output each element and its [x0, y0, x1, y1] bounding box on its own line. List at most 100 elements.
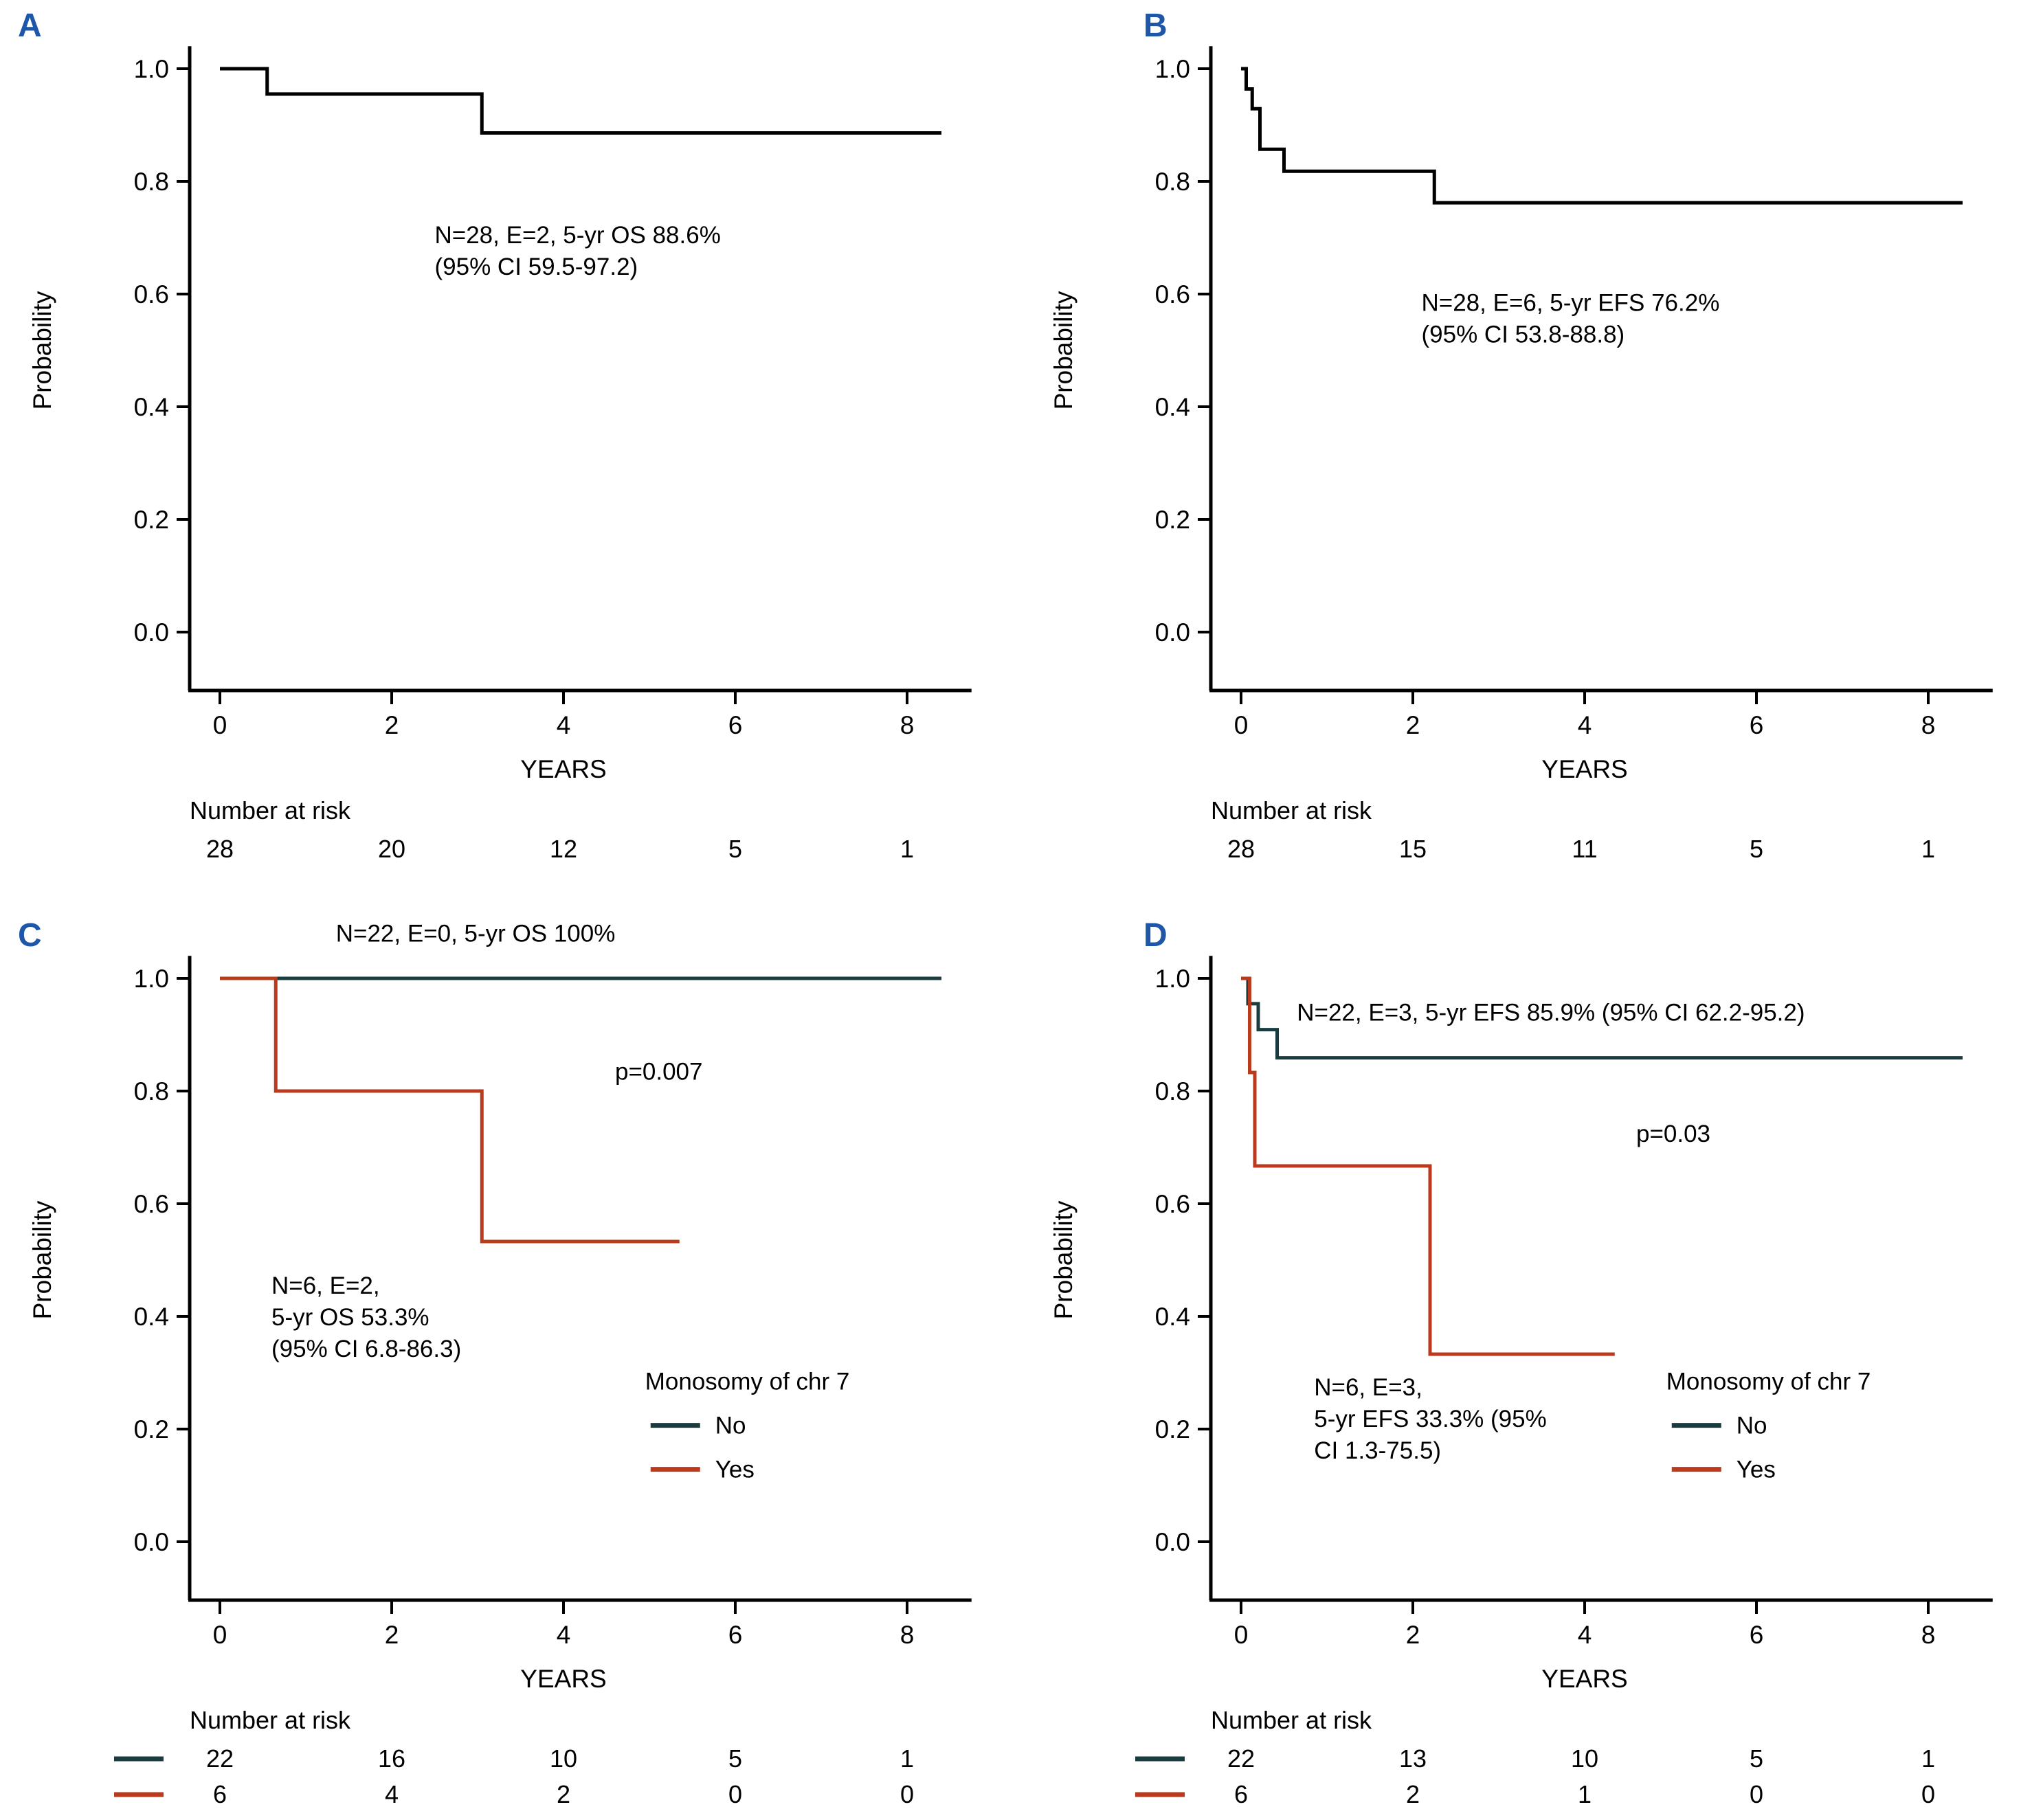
y-tick-label: 0.2 [1155, 1415, 1190, 1443]
annotation: 5-yr EFS 33.3% (95% [1314, 1406, 1546, 1433]
x-tick-label: 0 [213, 711, 227, 739]
annotation: N=6, E=3, [1314, 1374, 1422, 1401]
risk-value: 5 [1750, 1744, 1763, 1773]
x-axis-title: YEARS [520, 1665, 606, 1693]
x-tick-label: 4 [1578, 1621, 1592, 1649]
y-tick-label: 0.6 [1155, 1190, 1190, 1218]
legend-title: Monosomy of chr 7 [645, 1369, 850, 1395]
panel-d-label: D [1143, 917, 1168, 954]
legend-label-no: No [1737, 1413, 1767, 1439]
annotation: p=0.007 [615, 1059, 703, 1086]
annotation: (95% CI 53.8-88.8) [1422, 322, 1625, 348]
risk-value: 0 [728, 1780, 742, 1808]
y-tick-label: 0.2 [134, 506, 169, 534]
y-tick-label: 0.6 [134, 1190, 169, 1218]
y-tick-label: 1.0 [1155, 965, 1190, 993]
y-tick-label: 0.8 [1155, 1077, 1190, 1105]
x-tick-label: 4 [1578, 711, 1592, 739]
y-tick-label: 0.0 [1155, 618, 1190, 647]
risk-value: 6 [213, 1780, 227, 1808]
panel-a-label: A [18, 8, 42, 44]
risk-value: 1 [1921, 835, 1935, 863]
annotation: (95% CI 59.5-97.2) [435, 254, 638, 280]
y-tick-label: 0.4 [1155, 1303, 1190, 1331]
y-tick-label: 1.0 [134, 55, 169, 83]
risk-value: 5 [728, 835, 742, 863]
risk-table-title: Number at risk [1211, 1706, 1372, 1734]
x-tick-label: 8 [900, 1621, 915, 1649]
panel-b: 0 2 4 6 8 0.0 0.2 0.4 0.6 0.8 1.0 YEARS Probability N… [1021, 0, 2043, 910]
risk-value: 11 [1572, 835, 1597, 863]
annotation: N=22, E=0, 5-yr OS 100% [336, 921, 616, 947]
panel-d-plot: 0 2 4 6 8 0.0 0.2 0.4 0.6 0.8 1.0 YEARS Probability N… [1049, 956, 1993, 1808]
annotation: N=6, E=2, [271, 1272, 380, 1299]
annotation: N=28, E=2, 5-yr OS 88.6% [435, 222, 721, 249]
y-tick-label: 1.0 [1155, 55, 1190, 83]
y-tick-label: 0.8 [1155, 168, 1190, 196]
x-tick-label: 6 [1750, 1621, 1764, 1649]
risk-table-title: Number at risk [190, 796, 351, 824]
x-tick-label: 0 [1234, 1621, 1249, 1649]
x-axis-title: YEARS [1541, 755, 1627, 783]
y-tick-label: 0.4 [134, 1303, 169, 1331]
risk-value: 16 [378, 1744, 405, 1773]
x-tick-label: 0 [1234, 711, 1249, 739]
risk-value: 12 [550, 835, 577, 863]
risk-value: 0 [1750, 1780, 1763, 1808]
y-axis-title: Probability [1049, 291, 1078, 409]
y-tick-label: 0.4 [1155, 393, 1190, 421]
risk-value: 5 [1750, 835, 1763, 863]
x-tick-label: 2 [1406, 1621, 1420, 1649]
x-tick-label: 8 [900, 711, 915, 739]
y-tick-label: 0.6 [134, 280, 169, 308]
km-curve-yes-monosomy-7 [1241, 976, 1615, 1356]
annotation: (95% CI 6.8-86.3) [271, 1336, 461, 1362]
panel-c-label: C [18, 917, 42, 954]
km-curve-yes-monosomy-7 [220, 976, 680, 1244]
y-tick-label: 0.4 [134, 393, 169, 421]
risk-value: 0 [1921, 1780, 1935, 1808]
risk-value: 6 [1234, 1780, 1248, 1808]
risk-value: 4 [385, 1780, 399, 1808]
km-curve-overall-survival [220, 67, 941, 135]
risk-value: 20 [378, 835, 405, 863]
panel-c-plot: 0 2 4 6 8 0.0 0.2 0.4 0.6 0.8 1.0 YEARS Probability N… [28, 921, 972, 1808]
x-axis-title: YEARS [1541, 1665, 1627, 1693]
annotation: p=0.03 [1636, 1121, 1710, 1147]
y-tick-label: 0.8 [134, 168, 169, 196]
panel-b-plot: 0 2 4 6 8 0.0 0.2 0.4 0.6 0.8 1.0 YEARS Probability N… [1049, 46, 1993, 863]
legend-label-no: No [715, 1413, 746, 1439]
risk-value: 5 [728, 1744, 742, 1773]
y-axis-title: Probability [1049, 1200, 1078, 1319]
legend-label-yes: Yes [1737, 1457, 1776, 1483]
risk-table-title: Number at risk [1211, 796, 1372, 824]
risk-value: 10 [550, 1744, 577, 1773]
annotation: N=28, E=6, 5-yr EFS 76.2% [1422, 290, 1720, 317]
risk-value: 1 [900, 1744, 914, 1773]
panel-b-label: B [1143, 8, 1168, 44]
y-tick-label: 0.0 [134, 618, 169, 647]
x-tick-label: 8 [1921, 711, 1936, 739]
y-tick-label: 0.2 [1155, 506, 1190, 534]
risk-value: 2 [557, 1780, 570, 1808]
risk-value: 1 [900, 835, 914, 863]
y-tick-label: 0.0 [1155, 1528, 1190, 1556]
x-tick-label: 4 [557, 711, 571, 739]
x-axis-title: YEARS [520, 755, 606, 783]
annotation: 5-yr OS 53.3% [271, 1304, 429, 1331]
y-tick-label: 0.2 [134, 1415, 169, 1443]
risk-value: 0 [900, 1780, 914, 1808]
y-axis-title: Probability [28, 291, 56, 409]
risk-table-title: Number at risk [190, 1706, 351, 1734]
risk-value: 22 [1227, 1744, 1255, 1773]
panel-d: 0 2 4 6 8 0.0 0.2 0.4 0.6 0.8 1.0 YEARS Probability N… [1021, 910, 2043, 1820]
y-tick-label: 0.8 [134, 1077, 169, 1105]
x-tick-label: 0 [213, 1621, 227, 1649]
x-tick-label: 2 [385, 711, 399, 739]
x-tick-label: 2 [385, 1621, 399, 1649]
risk-value: 2 [1406, 1780, 1420, 1808]
annotation: N=22, E=3, 5-yr EFS 85.9% (95% CI 62.2-9… [1297, 1000, 1805, 1026]
y-tick-label: 0.0 [134, 1528, 169, 1556]
